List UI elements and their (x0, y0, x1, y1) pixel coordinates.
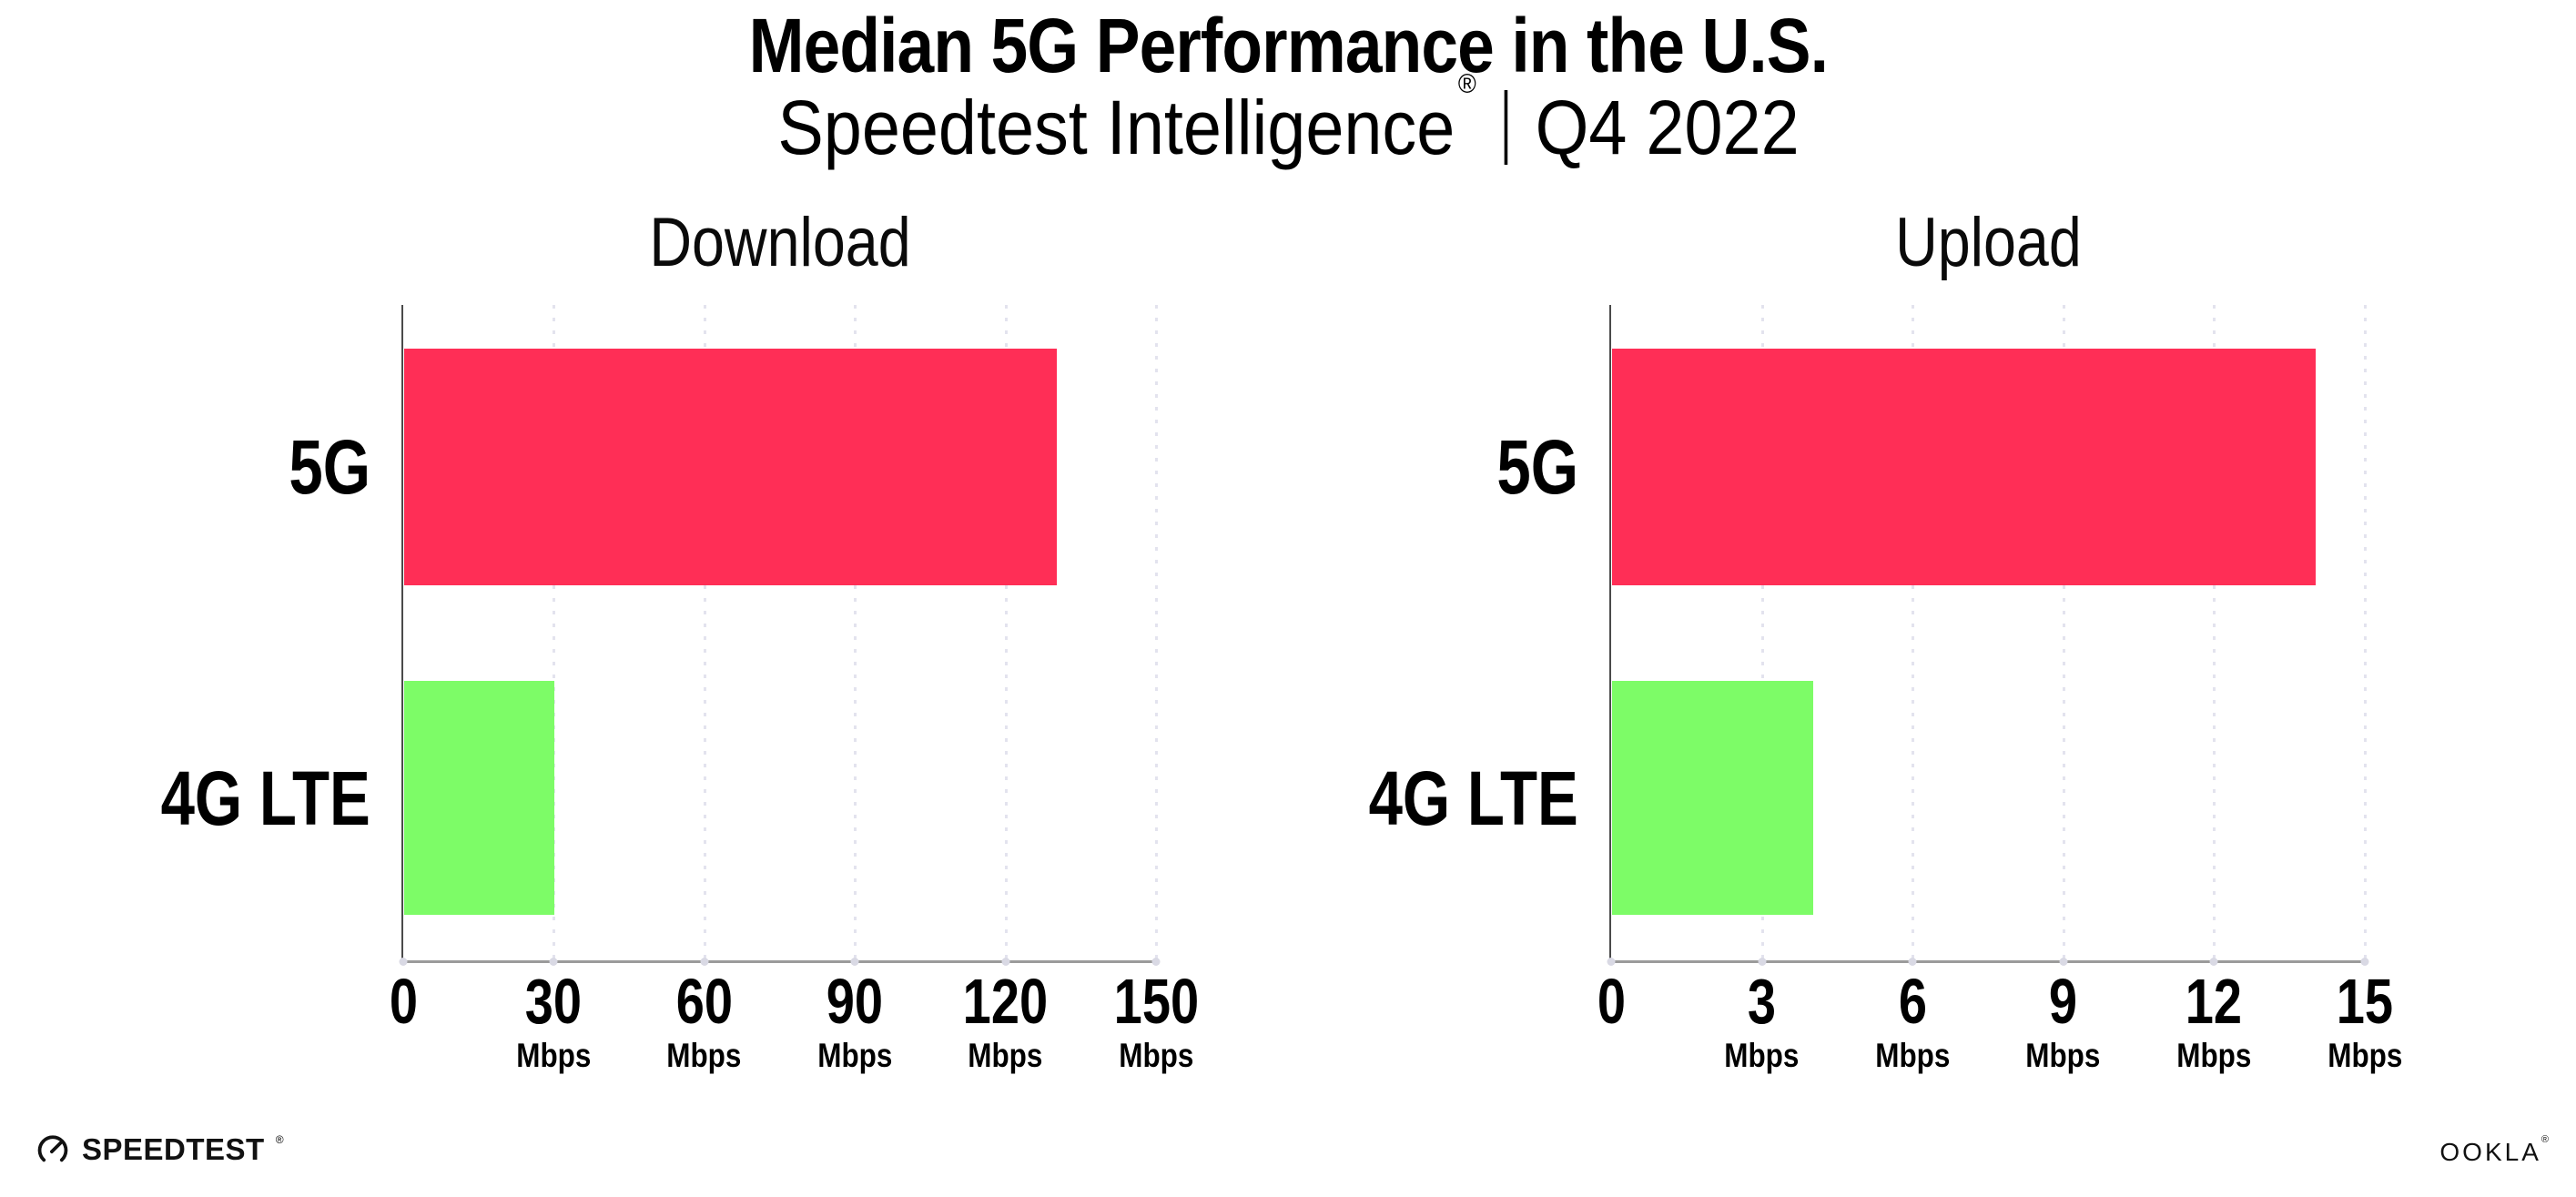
speedtest-wordmark: SPEEDTEST (82, 1132, 265, 1166)
page-title: Median 5G Performance in the U.S. (748, 3, 1828, 88)
axis-tick-dot (1151, 958, 1161, 966)
pipe-separator-icon (1503, 90, 1507, 165)
gridline (854, 305, 857, 960)
bar-4g-lte (404, 681, 555, 915)
category-label-5g: 5G (289, 424, 370, 510)
ookla-logo: OOKLA® (2439, 1134, 2549, 1167)
y-axis-line (1609, 305, 1611, 963)
x-axis-line (1608, 960, 2366, 963)
registered-mark: ® (2541, 1133, 2549, 1145)
x-tick-label: 3 Mbps (1724, 966, 1800, 1074)
x-tick-label: 9 Mbps (2025, 966, 2101, 1074)
axis-tick-dot (1758, 958, 1767, 966)
bar-4g-lte (1612, 681, 1813, 915)
download-chart: Download 5G 4G LTE 0 30 Mbps 60 Mbps 90 Mbps 120 M… (161, 204, 1199, 1072)
speedtest-logo: SPEEDTEST ® (35, 1129, 284, 1171)
chart-title-upload: Upload (1894, 204, 2082, 281)
x-axis-line (401, 960, 1157, 963)
gridline (2062, 305, 2065, 960)
axis-tick-dot (1908, 958, 1917, 966)
x-tick-label: 150 Mbps (1113, 966, 1199, 1074)
x-tick-label: 30 Mbps (516, 966, 592, 1074)
category-label-4g-lte: 4G LTE (160, 755, 370, 841)
x-tick-label: 90 Mbps (817, 966, 893, 1074)
axis-tick-dot (1607, 958, 1616, 966)
x-tick-label: 15 Mbps (2327, 966, 2403, 1074)
category-label-4g-lte: 4G LTE (1368, 755, 1578, 841)
gridline (2364, 305, 2367, 960)
x-tick-label: 0 (389, 966, 418, 1037)
registered-mark: ® (1457, 69, 1476, 99)
axis-tick-dot (549, 958, 558, 966)
registered-mark: ® (275, 1133, 284, 1146)
upload-chart: Upload 5G 4G LTE 0 3 Mbps 6 Mbps 9 Mbps 12 Mbps 15 M… (1369, 204, 2402, 1072)
gridline (1155, 305, 1158, 960)
gridline (2213, 305, 2216, 960)
x-tick-label: 12 Mbps (2176, 966, 2252, 1074)
gridline (1912, 305, 1915, 960)
axis-tick-dot (2209, 958, 2218, 966)
x-tick-label: 6 Mbps (1875, 966, 1951, 1074)
subtitle-brand: Speedtest Intelligence (776, 85, 1455, 170)
page-subtitle: Speedtest Intelligence® Q4 2022 (0, 70, 2576, 170)
bar-5g (404, 349, 1057, 585)
axis-tick-dot (2360, 958, 2369, 966)
axis-tick-dot (1001, 958, 1010, 966)
axis-tick-dot (700, 958, 709, 966)
speedtest-gauge-icon (37, 1135, 68, 1162)
category-label-5g: 5G (1496, 424, 1578, 510)
gridline (703, 305, 706, 960)
chart-title-download: Download (648, 204, 911, 281)
gridline (553, 305, 556, 960)
subtitle-period: Q4 2022 (1535, 85, 1800, 170)
bar-5g (1612, 349, 2316, 585)
y-axis-line (401, 305, 403, 963)
x-tick-label: 60 Mbps (666, 966, 742, 1074)
axis-tick-dot (850, 958, 859, 966)
axis-tick-dot (2059, 958, 2068, 966)
gridline (1760, 305, 1764, 960)
ookla-wordmark: OOKLA (2439, 1138, 2541, 1166)
x-tick-label: 120 Mbps (962, 966, 1049, 1074)
gridline (1004, 305, 1008, 960)
axis-tick-dot (399, 958, 408, 966)
x-tick-label: 0 (1597, 966, 1626, 1037)
